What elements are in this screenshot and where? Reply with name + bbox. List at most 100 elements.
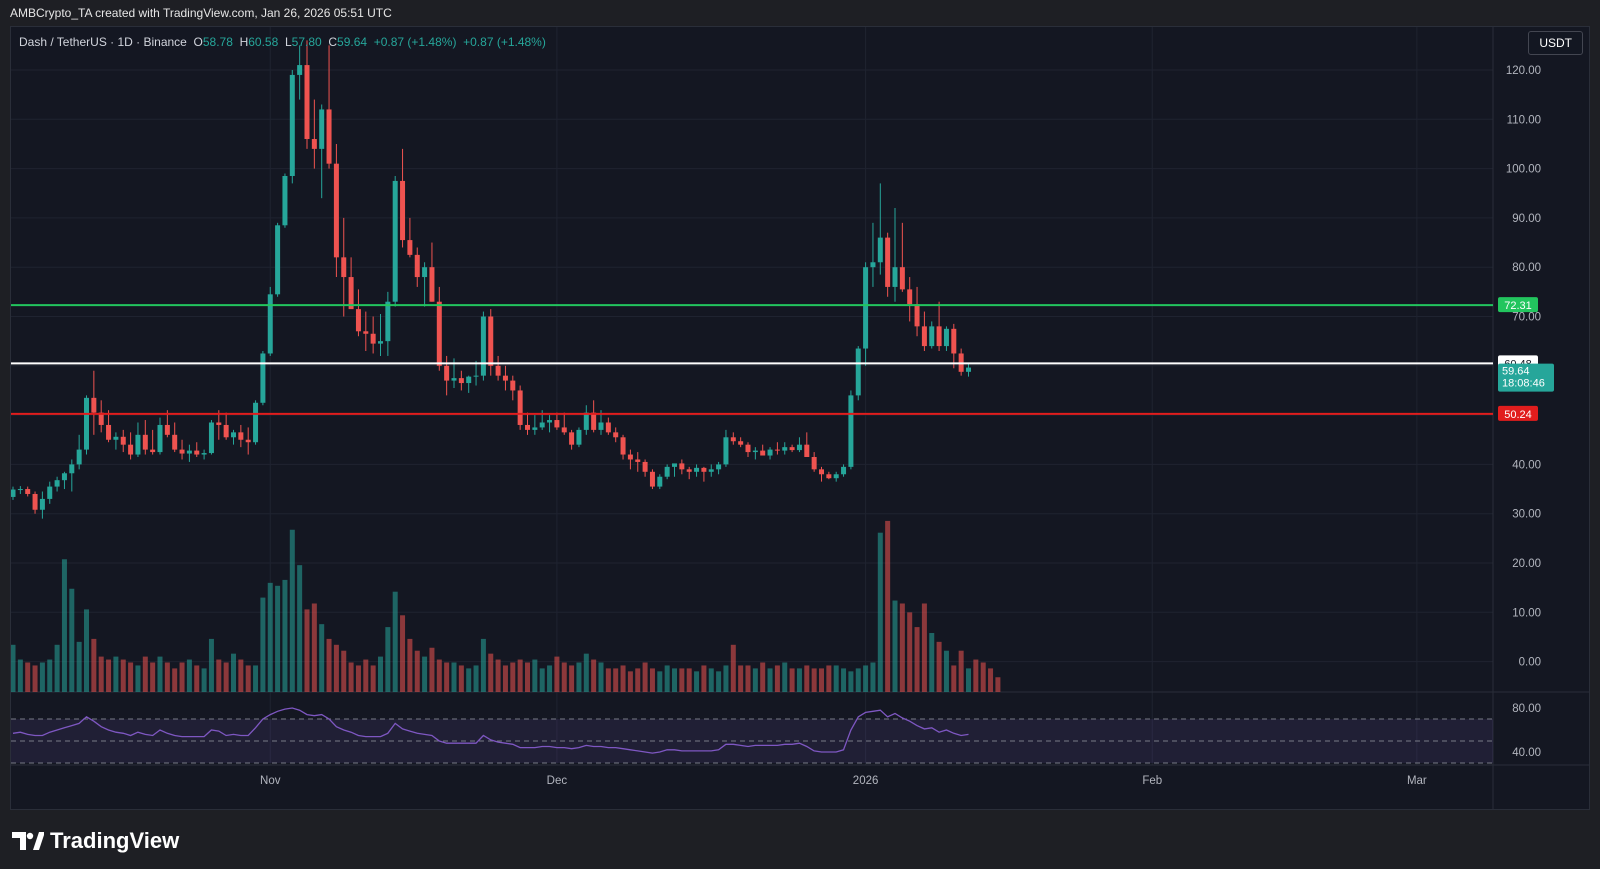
price-tick-label: 80.00 xyxy=(1512,262,1541,274)
candle-body xyxy=(400,180,406,241)
volume-bar xyxy=(966,668,971,692)
volume-bar xyxy=(54,644,60,692)
volume-bar xyxy=(833,665,839,692)
candle-body xyxy=(260,353,266,403)
volume-bar xyxy=(672,668,677,692)
volume-bar xyxy=(988,668,994,692)
volume-bar xyxy=(157,656,163,692)
volume-bar xyxy=(870,662,876,692)
candle-body xyxy=(914,304,920,327)
candle-body xyxy=(231,432,236,438)
volume-bar xyxy=(951,665,957,692)
candle-body xyxy=(826,474,832,479)
candle-body xyxy=(194,450,200,455)
candle-body xyxy=(84,397,89,450)
volume-bar xyxy=(179,662,185,692)
volume-bar xyxy=(319,624,325,692)
candle-body xyxy=(767,449,773,456)
candle-body xyxy=(569,432,575,445)
rsi-pane xyxy=(11,707,1493,764)
volume-bar xyxy=(943,650,949,692)
price-tick-label: 70.00 xyxy=(1512,312,1541,324)
candle-body xyxy=(444,365,450,381)
open-value: 58.78 xyxy=(202,35,233,49)
volume-bar xyxy=(576,662,582,692)
volume-bar xyxy=(400,615,406,692)
volume-bar xyxy=(752,668,758,692)
candle-body xyxy=(561,427,567,433)
volume-bar xyxy=(774,665,780,692)
high-value: 60.58 xyxy=(248,35,279,49)
candle-body xyxy=(870,262,876,268)
candle-body xyxy=(11,489,16,497)
volume-bar xyxy=(289,529,295,692)
volume-bar xyxy=(642,662,648,692)
candle-body xyxy=(238,432,244,440)
candle-body xyxy=(39,498,45,510)
volume-bar xyxy=(995,677,1001,692)
volume-bar xyxy=(47,659,53,692)
candle-body xyxy=(605,422,611,433)
grid-lines xyxy=(11,27,1589,809)
volume-bar xyxy=(899,603,905,692)
candle-body xyxy=(532,427,538,430)
volume-bar xyxy=(826,665,832,692)
volume-bar xyxy=(363,659,369,692)
currency-button[interactable]: USDT xyxy=(1528,31,1583,55)
candle-body xyxy=(392,180,398,302)
price-tick-label: 120.00 xyxy=(1506,65,1541,77)
volume-bar xyxy=(311,603,317,692)
last-price-tag xyxy=(1498,363,1554,392)
candle-body xyxy=(25,489,31,494)
volume-bar xyxy=(598,662,604,692)
candle-body xyxy=(164,424,170,435)
candle-body xyxy=(326,109,332,164)
candle-body xyxy=(701,467,707,472)
volume-bar xyxy=(907,612,913,692)
volume-bars xyxy=(11,520,1001,692)
candle-body xyxy=(370,333,376,344)
volume-bar xyxy=(91,638,97,692)
volume-bar xyxy=(583,653,589,692)
time-tick-label: 2026 xyxy=(853,775,879,787)
candle-body xyxy=(311,139,317,149)
volume-bar xyxy=(11,644,16,692)
candle-body xyxy=(120,436,126,445)
candle-body xyxy=(495,365,501,376)
volume-bar xyxy=(885,520,891,692)
volume-bar xyxy=(208,638,214,692)
attribution-text: AMBCrypto_TA created with TradingView.co… xyxy=(10,6,392,20)
candle-body xyxy=(943,328,949,347)
candle-body xyxy=(539,422,545,428)
candle-body xyxy=(253,402,259,443)
volume-bar xyxy=(973,659,979,692)
volume-bar xyxy=(811,668,817,692)
candle-body xyxy=(429,267,435,302)
price-tick-label: 30.00 xyxy=(1512,509,1541,521)
volume-bar xyxy=(664,665,670,692)
candle-body xyxy=(848,395,854,467)
volume-bar xyxy=(267,582,273,692)
rsi-line xyxy=(12,707,969,754)
volume-bar xyxy=(701,665,707,692)
candle-body xyxy=(91,397,97,413)
high-label: H xyxy=(239,35,249,49)
candle-body xyxy=(414,254,420,278)
volume-bar xyxy=(444,662,450,692)
volume-bar xyxy=(304,609,310,692)
volume-bar xyxy=(223,662,229,692)
tradingview-logo[interactable]: TradingView xyxy=(12,828,179,854)
volume-bar xyxy=(863,665,869,692)
volume-bar xyxy=(355,665,361,692)
volume-bar xyxy=(760,662,766,692)
rsi-tick-label: 80.00 xyxy=(1512,703,1541,715)
candle-body xyxy=(664,466,670,477)
volume-bar xyxy=(297,565,303,692)
price-tick-label: 20.00 xyxy=(1512,558,1541,570)
low-label: L xyxy=(284,35,292,49)
volume-bar xyxy=(260,597,266,692)
volume-bar xyxy=(525,662,530,692)
candle-body xyxy=(135,434,141,455)
